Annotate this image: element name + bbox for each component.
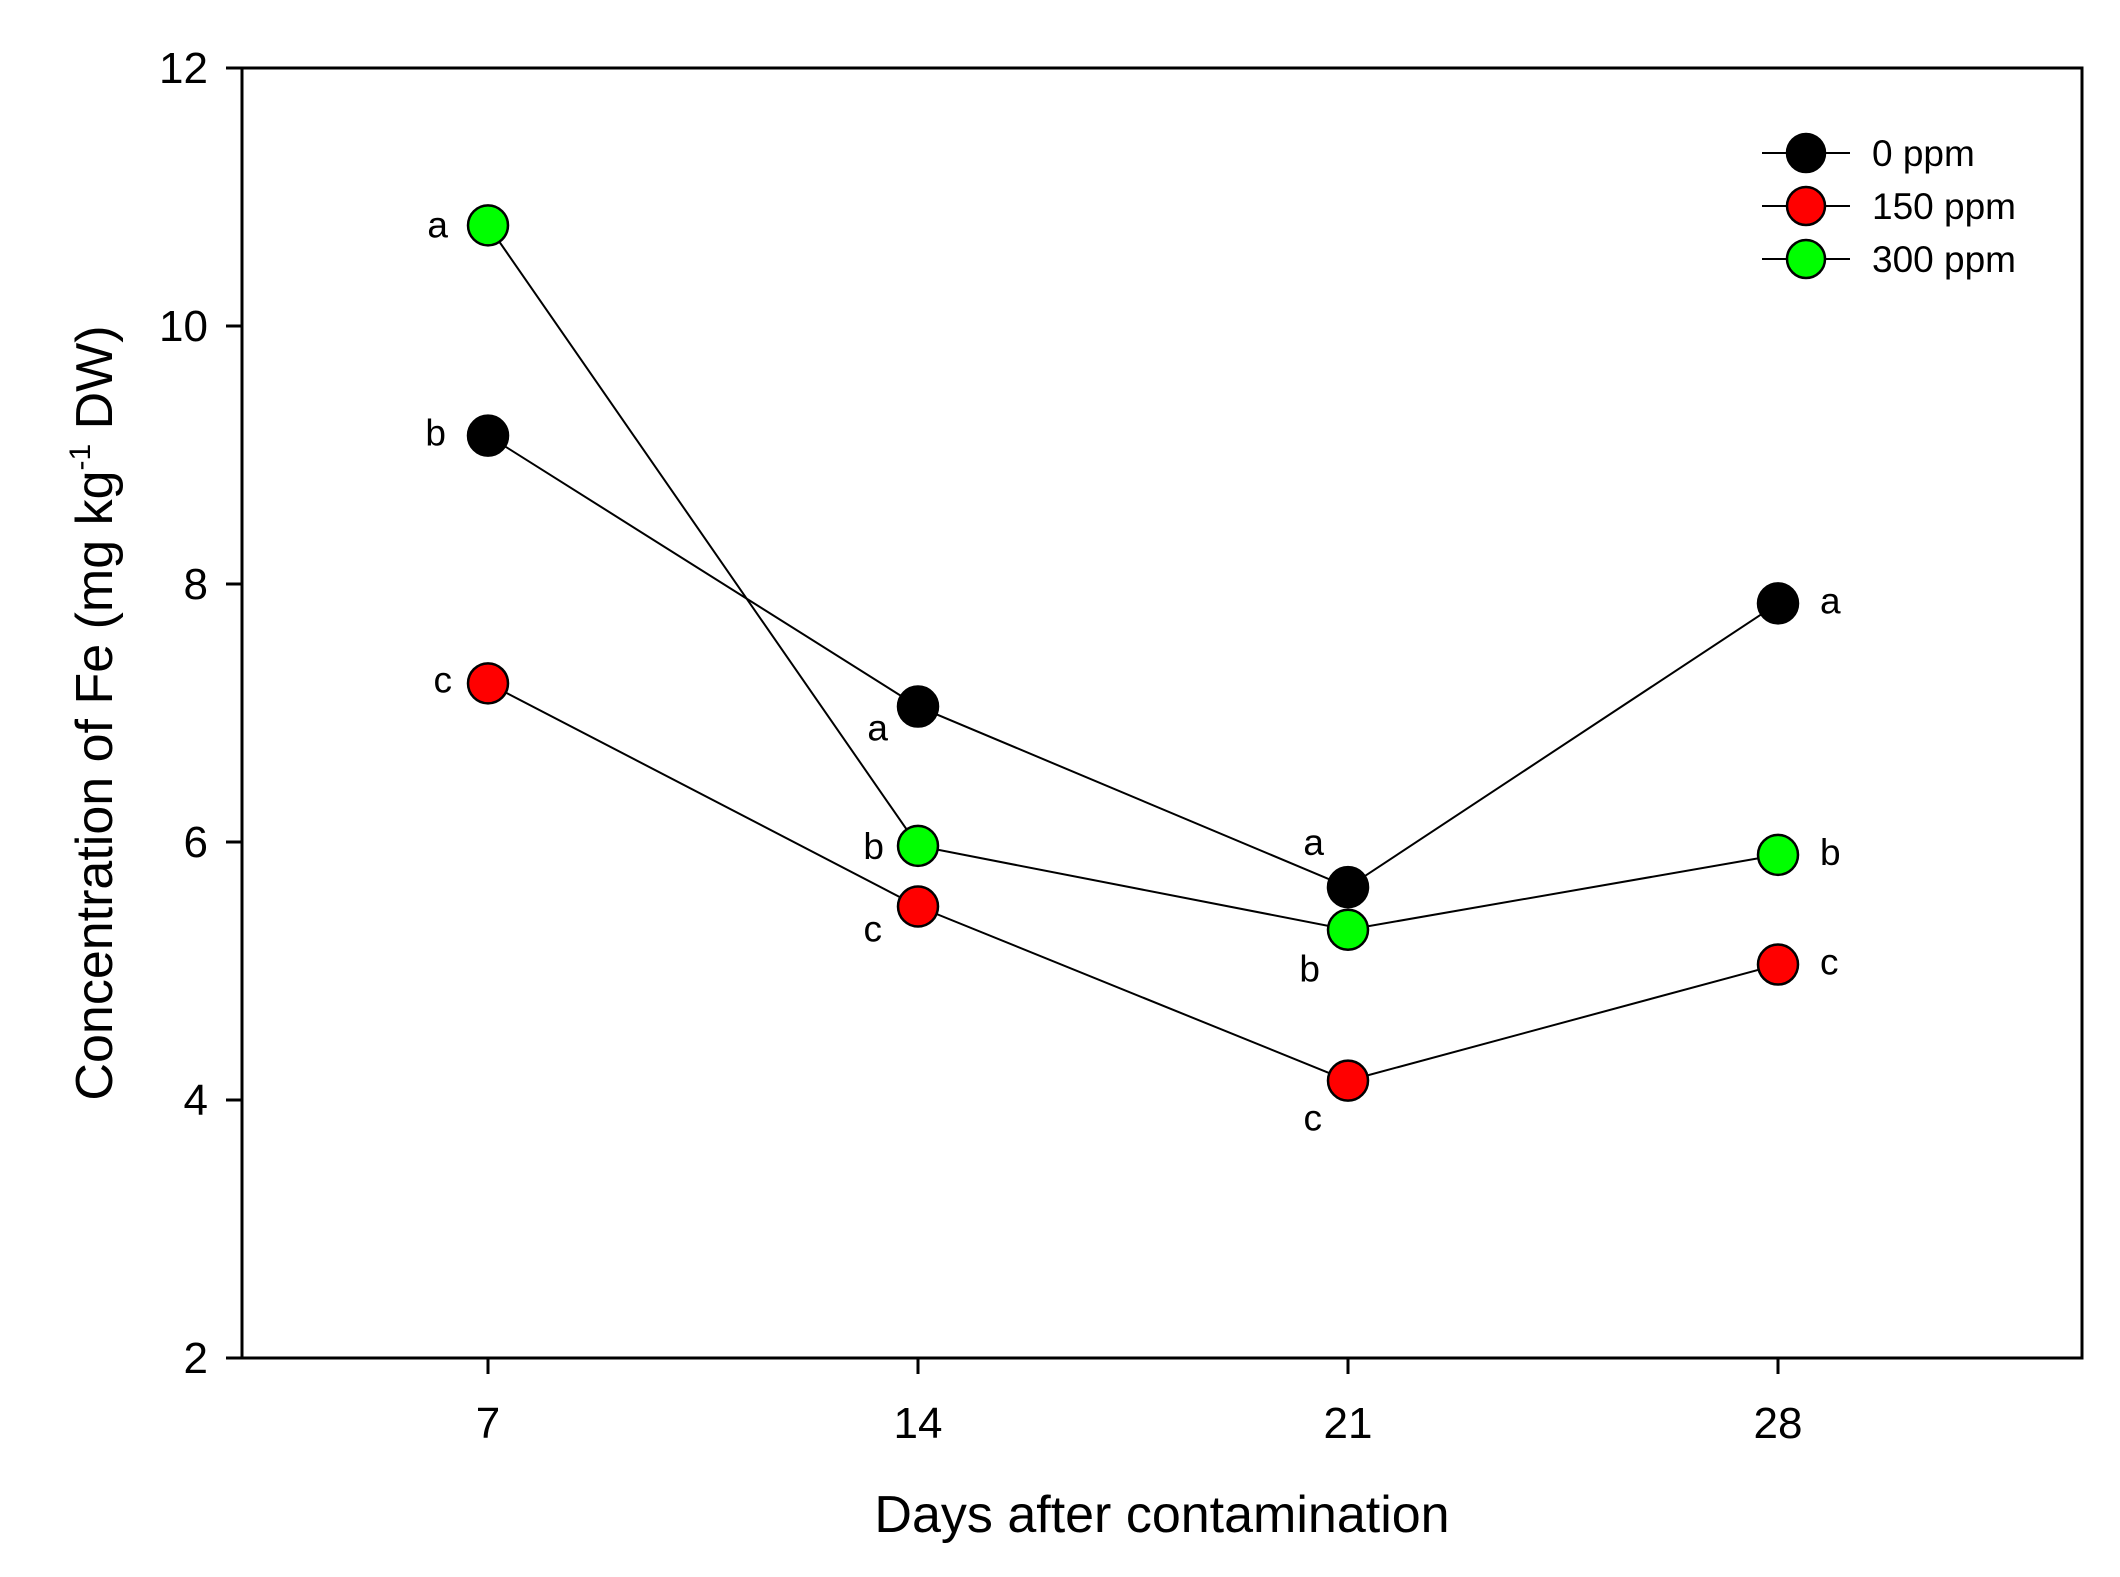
legend-label: 0 ppm [1872, 133, 1975, 174]
y-axis-title-superscript: -1 [64, 444, 97, 471]
series-line [487, 434, 1779, 889]
series-line [487, 682, 1779, 1082]
data-point [896, 824, 940, 868]
y-axis-title-suffix: DW) [66, 325, 124, 443]
x-tick-label: 28 [1754, 1399, 1803, 1448]
legend-marker [1785, 185, 1827, 227]
y-axis-title-main: Concentration of Fe (mg kg [66, 471, 124, 1101]
data-point [466, 414, 510, 457]
significance-letter: a [1303, 822, 1324, 863]
y-tick-label: 2 [184, 1334, 208, 1383]
data-point [1756, 582, 1800, 625]
significance-letter: b [1820, 832, 1841, 873]
x-tick-label: 7 [476, 1399, 500, 1448]
y-axis-title: Concentration of Fe (mg kg-1 DW) [64, 325, 124, 1100]
data-point [466, 662, 510, 705]
significance-letter: b [1299, 949, 1320, 990]
y-tick-label: 6 [184, 818, 208, 867]
data-point [466, 204, 510, 247]
data-point [896, 685, 940, 728]
y-tick-label: 4 [184, 1076, 208, 1125]
y-tick-label: 10 [159, 302, 208, 351]
x-tick-label: 21 [1324, 1399, 1373, 1448]
significance-letter: c [434, 659, 453, 700]
data-point [1326, 865, 1370, 909]
legend: 0 ppm 150 ppm 300 ppm [1762, 132, 2016, 280]
legend-label: 150 ppm [1872, 186, 2016, 227]
significance-letter: c [864, 909, 883, 950]
y-tick-label: 12 [159, 44, 208, 93]
significance-letter: b [863, 826, 884, 867]
series-line [487, 224, 1779, 931]
series-layer: b a a a c c c c a b b b [425, 204, 1841, 1139]
data-point [896, 885, 940, 928]
significance-letter: b [425, 413, 446, 454]
data-point [1756, 943, 1800, 986]
significance-letter: a [867, 708, 888, 749]
significance-letter: c [1820, 942, 1839, 983]
y-tick-label: 8 [184, 560, 208, 609]
data-point [1326, 908, 1370, 951]
x-axis: 7 14 21 28 [476, 1358, 1803, 1448]
plot-frame [240, 66, 2084, 1360]
significance-letter: a [427, 204, 448, 245]
data-point [1326, 1059, 1370, 1102]
significance-letter: c [1304, 1098, 1323, 1139]
legend-marker [1785, 238, 1827, 280]
legend-label: 300 ppm [1872, 239, 2016, 280]
data-point [1756, 833, 1800, 877]
x-axis-title: Days after contamination [874, 1486, 1449, 1544]
x-tick-label: 14 [894, 1399, 943, 1448]
significance-letter: a [1820, 580, 1841, 621]
y-axis: 2 4 6 8 10 12 [159, 44, 242, 1383]
legend-marker [1785, 132, 1827, 174]
